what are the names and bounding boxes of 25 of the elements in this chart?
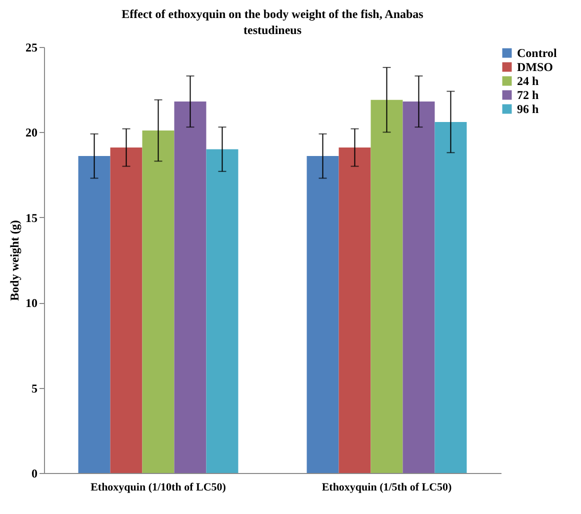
bar	[306, 156, 339, 473]
y-tick-label: 15	[26, 210, 38, 225]
legend-label: Control	[517, 46, 558, 60]
x-tick-label: Ethoxyquin (1/10th of LC50)	[90, 482, 226, 494]
legend-label: 72 h	[517, 88, 539, 102]
legend-label: 24 h	[517, 74, 539, 88]
y-tick-label: 25	[26, 40, 38, 54]
chart-title: Effect of ethoxyquin on the body weight of the fish, Anabas testudineus	[122, 7, 424, 37]
y-tick-label: 5	[32, 381, 38, 396]
bar	[142, 130, 174, 473]
bar	[338, 148, 371, 473]
y-tick-label: 10	[26, 296, 38, 310]
legend-label: DMSO	[517, 60, 553, 74]
y-tick-label: 20	[26, 126, 38, 140]
bar	[78, 156, 110, 473]
bar	[174, 102, 206, 473]
bar	[370, 100, 403, 473]
y-axis-title: Body weight (g)	[8, 220, 22, 301]
bar	[402, 102, 435, 473]
bar	[206, 149, 238, 473]
legend-label: 96 h	[517, 102, 539, 116]
bar	[434, 122, 467, 473]
x-tick-label: Ethoxyquin (1/5th of LC50)	[322, 482, 452, 494]
y-tick-label: 0	[32, 466, 38, 480]
bar	[110, 148, 142, 473]
